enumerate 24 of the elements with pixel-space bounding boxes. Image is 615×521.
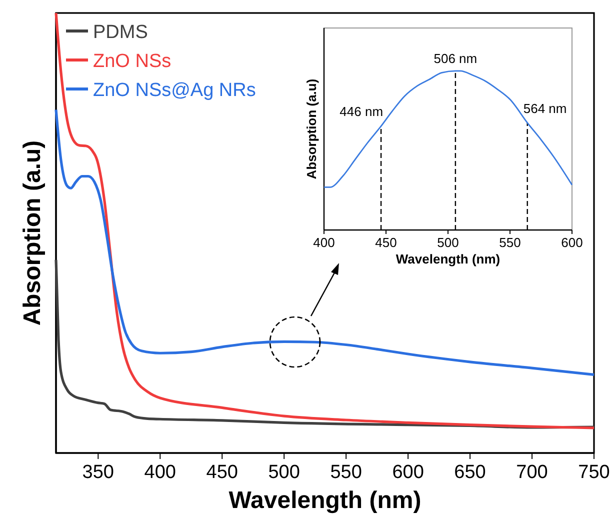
x-tick-label: 400 bbox=[313, 235, 335, 250]
ref-line-label: 564 nm bbox=[523, 100, 567, 116]
legend-label: ZnO NSs@Ag NRs bbox=[93, 80, 256, 101]
ref-line-label: 446 nm bbox=[340, 104, 384, 120]
ref-line-label: 506 nm bbox=[434, 50, 478, 66]
x-tick-label: 500 bbox=[268, 462, 300, 483]
x-tick-label: 650 bbox=[454, 462, 486, 483]
x-tick-label: 750 bbox=[578, 462, 610, 483]
y-axis-title: Absorption (a.u) bbox=[19, 140, 46, 326]
x-axis-title: Wavelength (nm) bbox=[396, 251, 500, 266]
x-tick-label: 450 bbox=[375, 235, 397, 250]
x-tick-label: 550 bbox=[499, 235, 521, 250]
x-axis-title: Wavelength (nm) bbox=[228, 487, 422, 514]
legend-label: ZnO NSs bbox=[93, 51, 172, 72]
legend-label: PDMS bbox=[93, 22, 148, 43]
x-tick-label: 450 bbox=[206, 462, 238, 483]
x-tick-label: 350 bbox=[82, 462, 114, 483]
y-axis-title: Absorption (a.u) bbox=[304, 78, 319, 180]
x-tick-label: 400 bbox=[144, 462, 176, 483]
x-tick-label: 600 bbox=[392, 462, 424, 483]
x-tick-label: 600 bbox=[561, 235, 583, 250]
x-tick-label: 700 bbox=[516, 462, 548, 483]
x-tick-label: 550 bbox=[330, 462, 362, 483]
x-tick-label: 500 bbox=[437, 235, 459, 250]
